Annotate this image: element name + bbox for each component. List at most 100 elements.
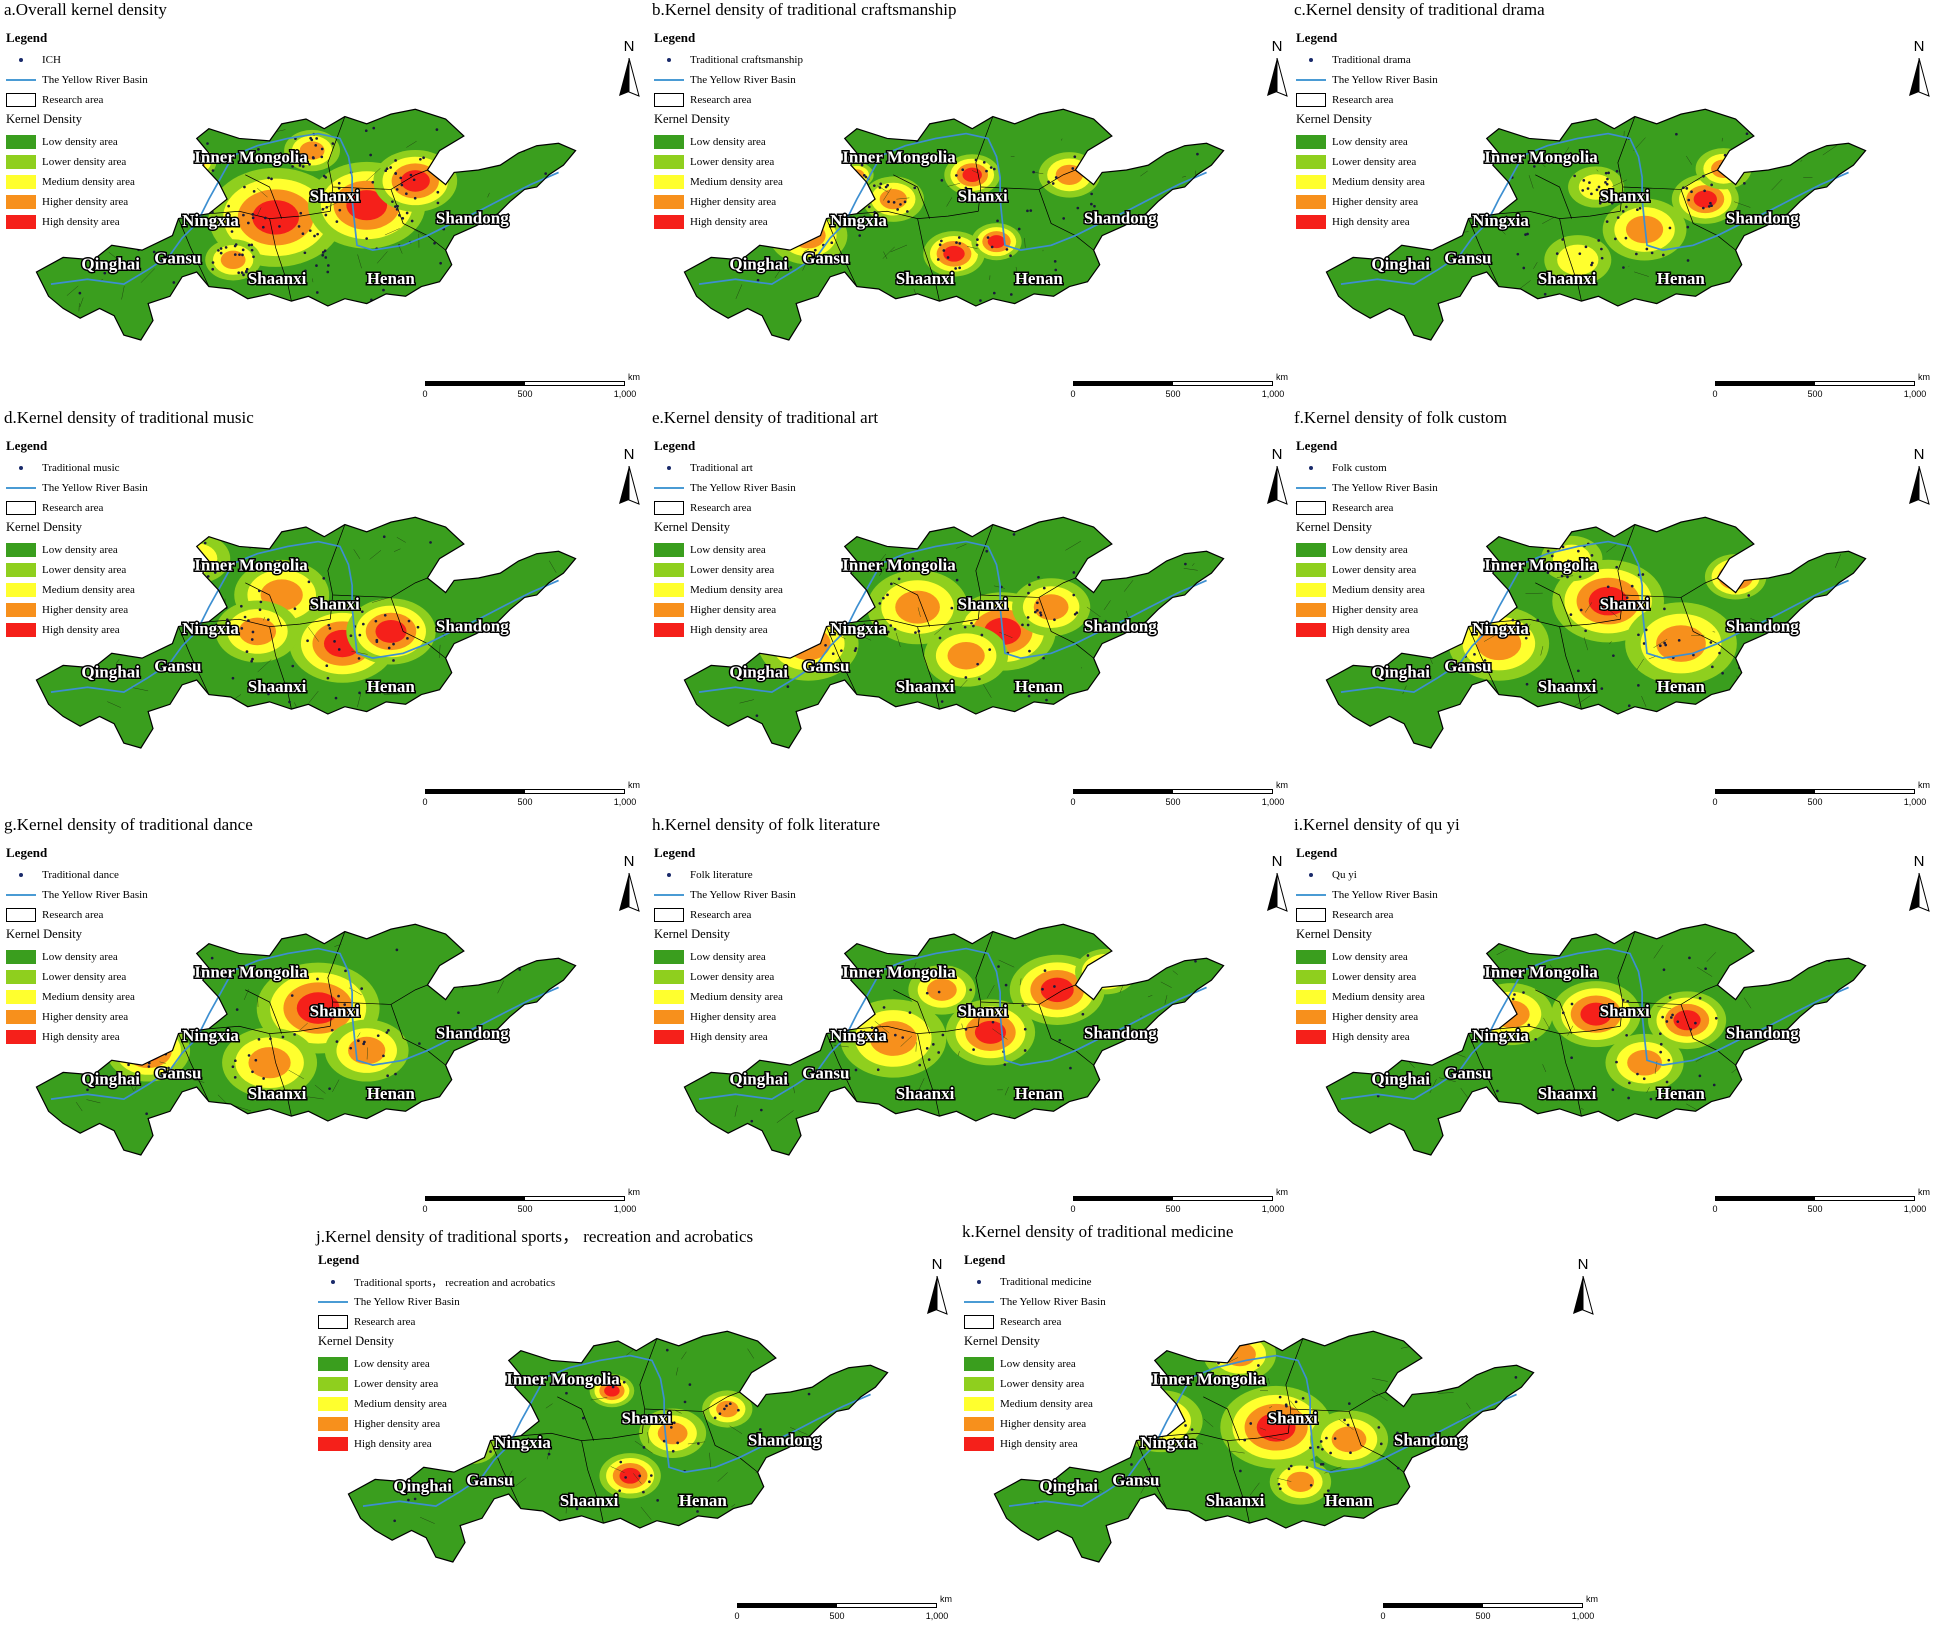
ich-point: [1129, 153, 1133, 157]
ich-point: [145, 1112, 148, 1116]
density-zone: [1703, 153, 1744, 184]
ich-point: [882, 1006, 886, 1009]
density-swatch: [654, 1030, 684, 1044]
ich-point: [1707, 205, 1711, 208]
point-symbol: [654, 53, 684, 67]
research-area-symbol: [318, 1315, 348, 1329]
ich-point: [241, 253, 244, 257]
density-class-label: Low density area: [690, 136, 766, 148]
ich-point: [937, 990, 941, 994]
ich-point: [1664, 643, 1668, 647]
ich-point: [1628, 1081, 1631, 1085]
ich-point: [436, 190, 440, 194]
density-swatch: [1296, 1010, 1326, 1024]
ich-point: [992, 167, 996, 171]
density-swatch: [6, 215, 36, 229]
ich-point: [327, 623, 331, 627]
ich-point: [1578, 575, 1582, 579]
density-zone: [947, 641, 985, 670]
ich-point: [1093, 204, 1096, 208]
ich-point: [407, 1498, 410, 1502]
point-symbol: [6, 53, 36, 67]
ich-point: [1600, 191, 1603, 195]
ich-point: [315, 291, 319, 294]
ich-point: [1687, 198, 1691, 202]
province-label: Gansu: [154, 249, 201, 268]
ich-point: [1661, 1015, 1665, 1019]
scale-unit: km: [1276, 1187, 1288, 1197]
basin-line-symbol: [654, 73, 684, 87]
scale-tick: 1,000: [1571, 1611, 1595, 1621]
ich-point: [882, 596, 885, 600]
ich-point: [1009, 293, 1013, 296]
ich-point: [364, 129, 368, 133]
ich-point: [1610, 201, 1614, 205]
ich-point: [321, 207, 325, 211]
density-class-label: High density area: [354, 1438, 432, 1450]
ich-point: [1249, 1422, 1253, 1425]
kernel-density-heading: Kernel Density: [654, 112, 731, 126]
ich-point: [971, 1005, 975, 1009]
ich-point: [581, 1416, 585, 1420]
ich-point: [303, 251, 307, 255]
ich-point: [323, 249, 327, 253]
density-swatch: [654, 215, 684, 229]
density-class-label: Medium density area: [42, 584, 135, 596]
ich-point: [940, 239, 943, 243]
province-label: Shaanxi: [896, 677, 955, 696]
ich-point: [672, 1421, 676, 1425]
ich-point: [127, 1063, 130, 1067]
point-label: Traditional drama: [1332, 54, 1411, 66]
ich-point: [1514, 1524, 1517, 1528]
ich-point: [642, 1446, 646, 1449]
ich-point: [164, 227, 167, 231]
ich-point: [357, 1039, 360, 1043]
density-swatch: [1296, 583, 1326, 597]
legend-heading: Legend: [964, 1252, 1006, 1267]
panel-title: c.Kernel density of traditional drama: [1294, 0, 1545, 19]
province-label: Inner Mongolia: [506, 1370, 620, 1389]
ich-point: [435, 128, 439, 131]
point-label: ICH: [42, 54, 61, 66]
ich-point: [980, 633, 984, 637]
ich-point: [1710, 183, 1713, 187]
ich-point: [917, 629, 921, 633]
ich-point: [208, 161, 212, 164]
ich-point: [1817, 706, 1821, 709]
ich-point: [1524, 233, 1527, 236]
ich-point: [1130, 1048, 1133, 1051]
ich-point: [807, 1392, 811, 1396]
ich-point: [1590, 192, 1593, 196]
ich-point: [1486, 1001, 1490, 1005]
map-panel-h: h.Kernel density of folk literature Inner…: [648, 815, 1293, 1220]
ich-point: [1563, 684, 1566, 687]
ich-point: [152, 250, 156, 254]
province-label: Ningxia: [830, 211, 887, 230]
ich-point: [1036, 608, 1039, 612]
ich-point: [1561, 545, 1565, 549]
ich-point: [251, 1070, 254, 1074]
density-swatch: [1296, 135, 1326, 149]
density-class-label: Low density area: [354, 1358, 430, 1370]
ich-point: [307, 580, 311, 584]
ich-point: [509, 664, 513, 668]
ich-point: [786, 685, 790, 688]
density-swatch: [964, 1357, 994, 1371]
ich-point: [250, 659, 253, 663]
ich-point: [325, 205, 329, 209]
density-zone: [1081, 953, 1130, 990]
ich-point: [185, 170, 189, 174]
ich-point: [964, 676, 968, 679]
ich-point: [874, 623, 878, 627]
density-zone: [296, 992, 340, 1024]
ich-point: [1709, 641, 1713, 644]
north-arrow-icon: N: [1906, 38, 1932, 98]
ich-point: [1316, 1445, 1320, 1449]
ich-point: [245, 270, 248, 274]
panel-title: h.Kernel density of folk literature: [652, 815, 881, 834]
research-area-symbol: [654, 908, 684, 922]
ich-point: [856, 181, 860, 185]
density-class-label: High density area: [1332, 624, 1410, 636]
density-swatch: [1296, 563, 1326, 577]
north-arrow-icon: N: [1264, 38, 1290, 98]
